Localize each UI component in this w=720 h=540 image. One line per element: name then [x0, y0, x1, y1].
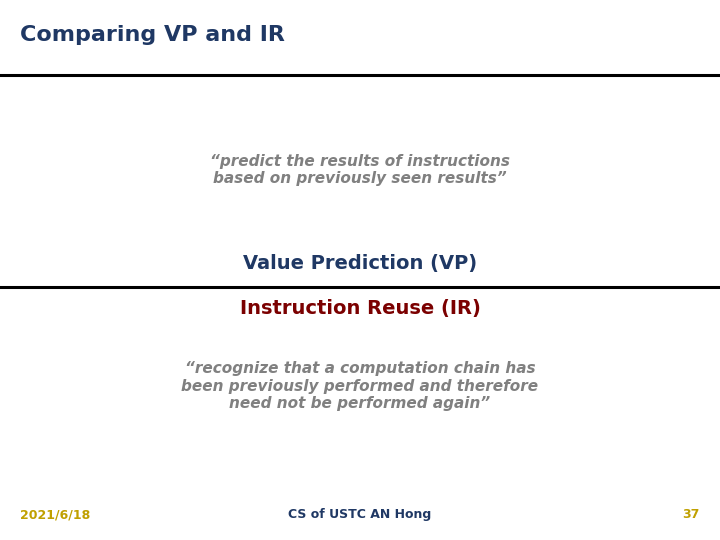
- Text: 37: 37: [683, 508, 700, 521]
- Text: “recognize that a computation chain has
been previously performed and therefore
: “recognize that a computation chain has …: [181, 361, 539, 411]
- Text: Comparing VP and IR: Comparing VP and IR: [20, 25, 285, 45]
- Text: Value Prediction (VP): Value Prediction (VP): [243, 254, 477, 273]
- Text: Instruction Reuse (IR): Instruction Reuse (IR): [240, 299, 480, 319]
- Text: 2021/6/18: 2021/6/18: [20, 508, 91, 521]
- Text: CS of USTC AN Hong: CS of USTC AN Hong: [289, 508, 431, 521]
- Text: “predict the results of instructions
based on previously seen results”: “predict the results of instructions bas…: [210, 154, 510, 186]
